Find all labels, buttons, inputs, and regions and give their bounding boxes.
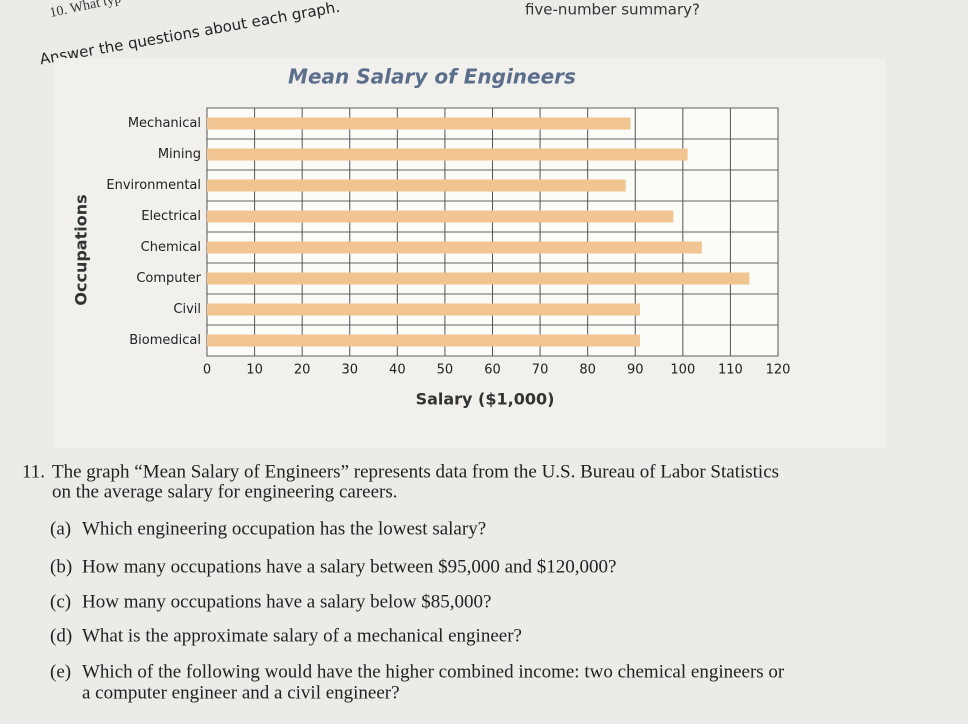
question-text: on the average salary for engineering ca…: [52, 481, 398, 502]
y-tick-label: Chemical: [141, 240, 201, 255]
x-tick-label: 10: [246, 363, 263, 378]
x-tick-label: 110: [718, 363, 743, 378]
x-tick-label: 100: [670, 363, 695, 378]
item-label: (a): [50, 518, 71, 539]
y-tick-label: Mining: [158, 147, 201, 162]
item-label: (d): [50, 625, 72, 646]
x-tick-label: 80: [579, 363, 596, 378]
x-axis-label: Salary ($1,000): [416, 390, 555, 409]
item-text: a computer engineer and a civil engineer…: [82, 682, 400, 703]
x-tick-label: 120: [766, 363, 791, 378]
x-tick-label: 0: [203, 363, 211, 378]
bar: [207, 241, 702, 254]
chart-title: Mean Salary of Engineers: [288, 65, 576, 89]
item-text: How many occupations have a salary below…: [82, 591, 491, 612]
question-text: The graph “Mean Salary of Engineers” rep…: [52, 461, 779, 482]
item-text: What is the approximate salary of a mech…: [82, 625, 522, 646]
x-tick-label: 40: [389, 363, 406, 378]
x-tick-label: 50: [437, 363, 454, 378]
x-tick-label: 60: [484, 363, 501, 378]
bar: [207, 334, 641, 347]
x-tick-label: 90: [627, 363, 644, 378]
item-text: Which of the following would have the hi…: [82, 661, 785, 682]
y-axis-label: Occupations: [72, 194, 91, 305]
item-label: (b): [50, 556, 72, 577]
y-tick-label: Computer: [136, 271, 201, 286]
question-number: 11.: [22, 461, 45, 482]
bar: [207, 272, 750, 285]
bar: [207, 210, 674, 223]
bar: [207, 117, 631, 130]
item-label: (e): [50, 661, 71, 682]
item-label: (c): [50, 591, 71, 612]
bar: [207, 148, 688, 161]
item-text: Which engineering occupation has the low…: [82, 518, 486, 539]
y-tick-label: Mechanical: [128, 116, 201, 131]
item-text: How many occupations have a salary betwe…: [82, 556, 617, 577]
bar: [207, 303, 641, 316]
prev-question-tail: five-number summary?: [525, 1, 700, 19]
bar: [207, 179, 626, 192]
x-tick-label: 20: [294, 363, 311, 378]
y-tick-label: Environmental: [106, 178, 201, 193]
x-tick-label: 70: [532, 363, 549, 378]
y-tick-label: Electrical: [141, 209, 201, 224]
y-tick-label: Civil: [173, 302, 201, 317]
y-tick-label: Biomedical: [129, 333, 201, 348]
x-tick-label: 30: [341, 363, 358, 378]
